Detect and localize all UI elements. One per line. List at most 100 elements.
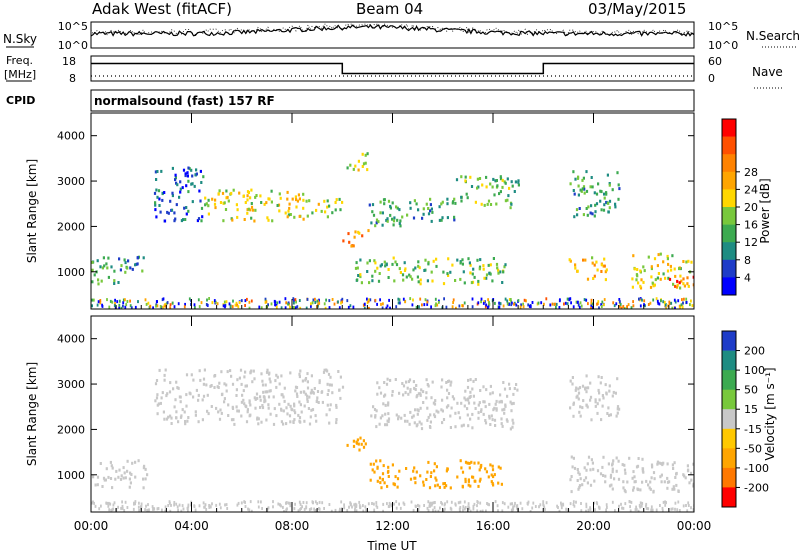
data-cell — [488, 300, 490, 304]
data-cell — [434, 501, 436, 504]
data-cell — [374, 269, 377, 273]
data-cell — [494, 424, 497, 427]
data-cell — [608, 484, 612, 488]
data-cell — [498, 400, 501, 404]
data-cell — [246, 208, 249, 212]
data-cell — [250, 509, 253, 512]
data-cell — [572, 170, 575, 174]
data-cell — [673, 461, 676, 465]
data-cell — [600, 270, 603, 273]
data-cell — [578, 410, 581, 414]
data-cell — [503, 502, 506, 506]
data-cell — [653, 477, 656, 481]
data-cell — [682, 301, 684, 305]
data-cell — [572, 401, 575, 405]
data-cell — [217, 410, 220, 414]
data-cell — [280, 306, 283, 309]
data-cell — [255, 392, 259, 396]
data-cell — [334, 508, 337, 512]
data-cell — [310, 388, 313, 392]
data-cell — [156, 393, 159, 397]
data-cell — [447, 379, 451, 383]
data-cell — [325, 298, 327, 302]
x-tick-label: 12:00 — [375, 519, 410, 533]
data-cell — [404, 419, 407, 423]
data-cell — [218, 189, 221, 193]
data-cell — [616, 411, 619, 415]
data-cell — [666, 462, 669, 466]
colorbar-tick-label: 24 — [744, 183, 758, 196]
data-cell — [590, 176, 593, 179]
colorbar-segment — [722, 277, 736, 296]
data-cell — [379, 298, 381, 302]
data-cell — [431, 279, 434, 283]
data-cell — [492, 257, 495, 260]
data-cell — [442, 509, 445, 512]
data-cell — [445, 469, 448, 473]
data-cell — [501, 408, 504, 412]
data-cell — [602, 455, 605, 459]
data-cell — [293, 507, 296, 511]
data-cell — [595, 501, 598, 505]
data-cell — [202, 501, 205, 505]
data-cell — [203, 368, 206, 372]
data-cell — [527, 502, 529, 506]
data-cell — [187, 416, 190, 419]
data-cell — [409, 388, 412, 392]
data-cell — [576, 269, 579, 273]
data-cell — [425, 202, 428, 206]
data-cell — [426, 418, 429, 422]
data-cell — [275, 304, 278, 307]
data-cell — [438, 485, 441, 489]
data-cell — [655, 297, 658, 301]
data-cell — [616, 407, 619, 411]
data-cell — [273, 407, 276, 411]
data-cell — [114, 298, 116, 302]
data-cell — [686, 282, 689, 286]
data-cell — [606, 412, 609, 415]
data-cell — [469, 263, 472, 267]
data-cell — [584, 386, 587, 390]
data-cell — [668, 302, 671, 305]
data-cell — [226, 370, 229, 374]
data-cell — [104, 478, 107, 482]
data-cell — [250, 202, 253, 205]
data-cell — [187, 179, 190, 183]
data-cell — [423, 303, 426, 307]
data-cell — [578, 386, 582, 390]
data-cell — [632, 488, 635, 492]
data-cell — [595, 202, 599, 206]
data-cell — [640, 504, 643, 508]
data-cell — [137, 300, 139, 304]
data-cell — [388, 501, 391, 505]
data-cell — [190, 168, 193, 172]
data-cell — [688, 481, 691, 485]
data-cell — [310, 304, 312, 308]
data-cell — [459, 459, 462, 463]
data-cell — [455, 178, 459, 182]
data-cell — [354, 164, 357, 168]
data-cell — [392, 223, 395, 227]
data-cell — [487, 475, 490, 479]
data-cell — [295, 392, 299, 396]
data-cell — [198, 369, 201, 373]
data-cell — [464, 179, 467, 183]
data-cell — [395, 413, 398, 417]
data-cell — [476, 186, 479, 190]
data-cell — [665, 501, 667, 505]
data-cell — [328, 299, 331, 303]
data-cell — [326, 369, 329, 373]
data-cell — [579, 301, 582, 305]
data-cell — [481, 183, 484, 187]
data-cell — [169, 509, 172, 512]
data-cell — [195, 168, 198, 172]
data-cell — [154, 170, 157, 174]
data-cell — [611, 467, 614, 471]
data-cell — [233, 422, 236, 426]
data-cell — [170, 422, 173, 425]
data-cell — [156, 300, 158, 304]
data-cell — [113, 279, 116, 283]
data-cell — [226, 507, 229, 510]
data-cell — [465, 192, 468, 196]
data-cell — [398, 208, 401, 212]
